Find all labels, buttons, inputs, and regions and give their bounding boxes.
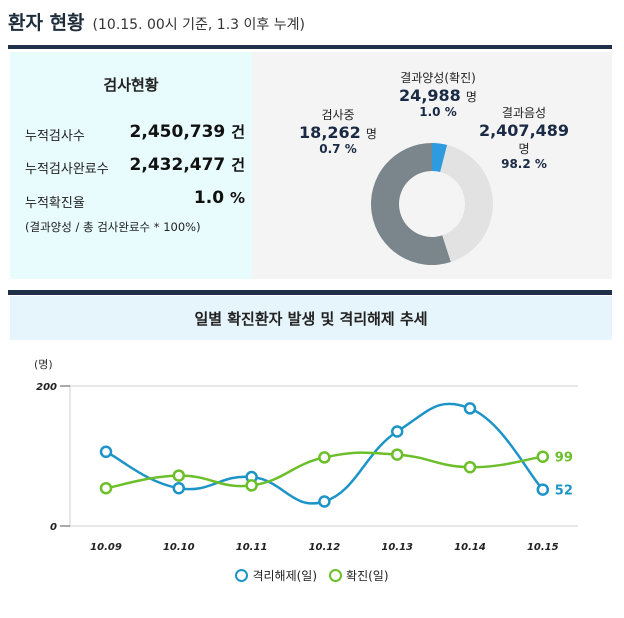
stat-row-total-tests: 누적검사수 2,450,739 건 [25,122,245,144]
test-status-panel: 검사현황 누적검사수 2,450,739 건 누적검사완료수 2,432,477… [10,52,252,279]
rate-formula-note: (결과양성 / 총 검사완료수 * 100%) [25,220,201,234]
donut-label-positive: 결과양성(확진) 24,988 명 1.0 % [388,69,488,119]
donut-label-negative: 결과음성 2,407,489 명 98.2 % [474,104,574,171]
legend-marker-confirmed [329,569,343,582]
data-point-confirmed [463,460,477,474]
data-label-release: 52 [555,484,573,499]
stat-row-completed-tests: 누적검사완료수 2,432,477 건 [25,155,245,177]
legend-marker-release [235,569,249,582]
donut-label-pending: 검사중 18,262 명 0.7 % [293,106,383,156]
stat-label: 누적검사완료수 [25,162,109,177]
data-point-confirmed [245,479,258,492]
positive-unit: 명 [465,90,477,104]
stat-value: 2,432,477 [129,155,226,175]
data-point-release [536,483,550,496]
x-tick-label: 10.12 [309,542,341,553]
donut-slice-pending [370,143,451,265]
data-point-confirmed [536,450,550,463]
result-donut-chart [370,143,493,265]
data-point-confirmed [172,469,186,482]
data-point-release [99,445,113,459]
page-header: 환자 현황 (10.15. 00시 기준, 1.3 이후 누계) [8,8,305,44]
stat-unit: 건 [231,123,245,141]
stat-value: 2,450,739 [129,122,226,142]
positive-name: 결과양성(확진) [400,71,476,85]
stat-label: 누적확진율 [25,196,85,211]
data-point-confirmed [390,448,404,461]
y-tick-label: 0 [50,522,57,533]
data-point-confirmed [99,481,113,495]
header-divider [8,45,612,49]
stat-unit: 건 [231,156,245,174]
data-point-release [172,481,186,495]
page-subtitle: (10.15. 00시 기준, 1.3 이후 누계) [92,17,305,33]
data-label-confirmed: 99 [555,451,573,466]
stat-value: 1.0 [193,188,225,208]
donut-slice-positive [432,143,448,173]
data-point-release [463,402,477,415]
positive-pct: 1.0 % [419,105,457,119]
y-axis-unit-label: (명) [34,358,53,371]
negative-pct: 98.2 % [501,157,547,171]
stat-unit: % [229,189,245,207]
x-tick-label: 10.15 [527,542,559,553]
chart-title: 일별 확진환자 발생 및 격리해제 추세 [10,296,612,340]
pending-name: 검사중 [321,108,355,122]
donut-slice-negative [440,144,493,263]
stat-label: 누적검사수 [25,129,85,144]
x-tick-label: 10.11 [236,542,268,553]
data-point-release [318,495,331,508]
legend-item-confirmed: 확진(일) [329,567,389,584]
x-tick-label: 10.09 [90,542,122,553]
pending-count: 18,262 [299,123,361,142]
x-tick-label: 10.13 [381,542,413,553]
test-status-heading: 검사현황 [103,76,159,94]
pending-pct: 0.7 % [319,142,357,156]
legend-label-confirmed: 확진(일) [346,569,389,583]
negative-unit: 명 [518,142,530,156]
x-tick-label: 10.14 [454,542,486,553]
legend-label-release: 격리해제(일) [252,569,318,583]
y-tick-label: 200 [36,382,57,393]
negative-count: 2,407,489 [478,121,570,140]
positive-count: 24,988 [399,86,461,105]
x-tick-label: 10.10 [163,542,195,553]
section-divider [8,290,612,295]
chart-legend: 격리해제(일) 확진(일) [0,567,624,584]
stat-row-positive-rate: 누적확진율 1.0 % [25,188,245,211]
legend-item-release: 격리해제(일) [235,567,317,584]
negative-name: 결과음성 [501,106,547,120]
data-point-release [390,425,404,438]
data-point-confirmed [318,451,331,464]
pending-unit: 명 [365,127,377,141]
page-title: 환자 현황 [8,12,85,34]
